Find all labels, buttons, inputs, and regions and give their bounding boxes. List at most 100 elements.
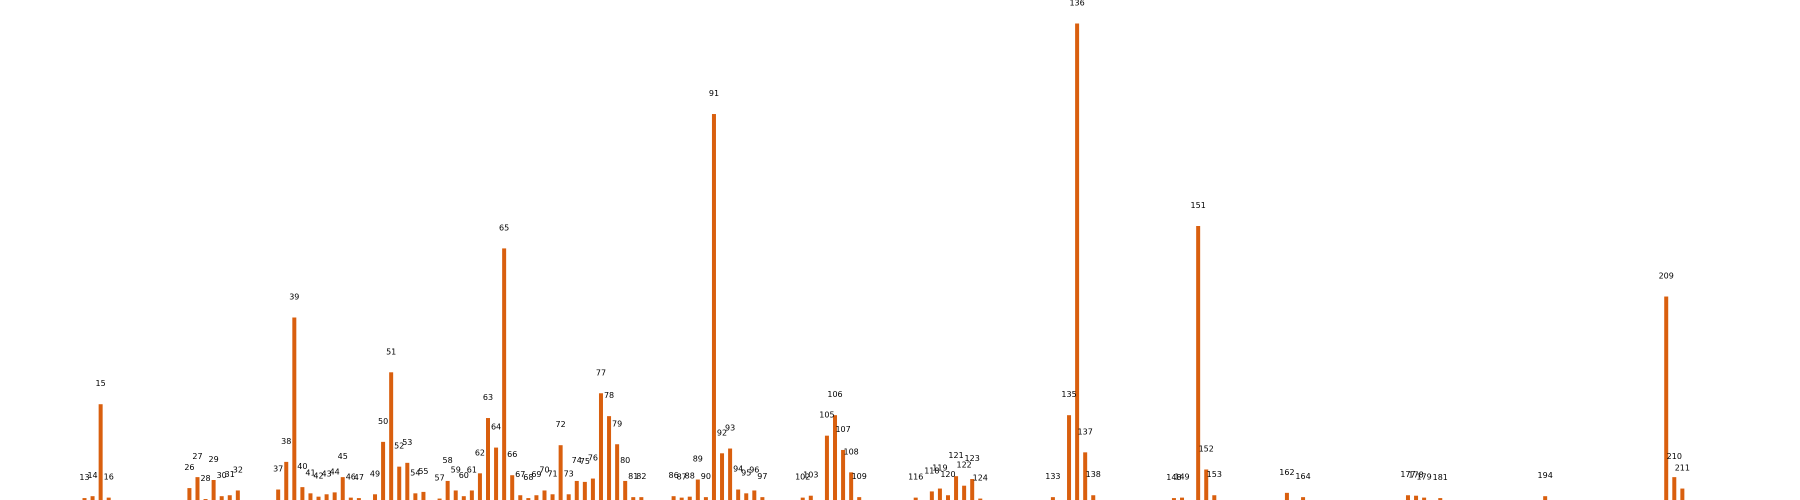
bar-88 [687, 496, 692, 500]
bar-label-107: 107 [835, 425, 850, 434]
bar-label-103: 103 [803, 471, 818, 480]
bar-label-26: 26 [184, 463, 194, 472]
bar-label-45: 45 [338, 452, 348, 461]
bar-118 [929, 491, 934, 500]
bar-label-16: 16 [104, 473, 114, 482]
bar-136 [1075, 23, 1080, 500]
bar-label-120: 120 [940, 470, 955, 479]
bar-label-39: 39 [289, 293, 299, 302]
bar-81 [631, 497, 636, 500]
bar-86 [671, 496, 676, 500]
bar-label-58: 58 [443, 456, 453, 465]
bar-label-15: 15 [96, 379, 106, 388]
bar-label-74: 74 [572, 456, 582, 465]
bar-label-133: 133 [1045, 472, 1060, 481]
bar-164 [1301, 497, 1306, 500]
bar-64 [494, 447, 499, 500]
bar-50 [381, 441, 386, 500]
bar-label-164: 164 [1295, 472, 1310, 481]
bar-211 [1680, 488, 1685, 500]
bar-label-124: 124 [973, 474, 988, 483]
bar-label-137: 137 [1078, 427, 1093, 436]
bar-37 [276, 489, 281, 500]
bar-label-149: 149 [1174, 473, 1189, 482]
bar-39 [292, 317, 297, 500]
bar-30 [219, 496, 224, 500]
bar-63 [486, 418, 490, 500]
bar-47 [356, 498, 361, 500]
bar-label-46: 46 [346, 473, 356, 482]
bar-label-116: 116 [908, 473, 923, 482]
bar-46 [348, 497, 353, 500]
bar-209 [1664, 296, 1669, 500]
bar-label-91: 91 [709, 89, 719, 98]
bar-label-87: 87 [677, 473, 687, 482]
bar-label-57: 57 [434, 474, 444, 483]
bar-72 [558, 445, 563, 500]
bar-label-51: 51 [386, 347, 396, 356]
bar-123 [970, 479, 975, 500]
bar-label-82: 82 [636, 472, 646, 481]
bar-label-80: 80 [620, 456, 630, 465]
bar-49 [373, 494, 378, 500]
bar-label-152: 152 [1199, 445, 1214, 454]
bar-label-47: 47 [354, 473, 364, 482]
bar-label-27: 27 [192, 452, 202, 461]
bar-label-148: 148 [1166, 473, 1181, 482]
bar-210 [1672, 477, 1677, 500]
bar-95 [744, 493, 749, 500]
bar-79 [615, 444, 620, 500]
bar-label-43: 43 [322, 469, 332, 478]
bar-label-64: 64 [491, 423, 501, 432]
bar-13 [82, 498, 87, 500]
bar-label-123: 123 [965, 454, 980, 463]
bar-181 [1438, 498, 1443, 500]
bar-label-77: 77 [596, 368, 606, 377]
bar-75 [582, 481, 587, 500]
bar-41 [308, 493, 313, 500]
bar-label-31: 31 [225, 470, 235, 479]
bar-label-54: 54 [410, 468, 420, 477]
bar-label-28: 28 [200, 474, 210, 483]
bar-label-66: 66 [507, 450, 517, 459]
bar-label-138: 138 [1086, 470, 1101, 479]
bar-94 [736, 489, 741, 500]
bar-label-44: 44 [330, 467, 340, 476]
bar-label-62: 62 [475, 448, 485, 457]
bar-16 [106, 497, 111, 500]
bar-label-118: 118 [924, 466, 939, 475]
bar-label-73: 73 [564, 469, 574, 478]
bar-54 [413, 493, 418, 500]
bar-label-59: 59 [451, 465, 461, 474]
bar-44 [332, 492, 337, 500]
bar-label-71: 71 [547, 469, 557, 478]
bar-label-179: 179 [1416, 473, 1431, 482]
bar-122 [962, 485, 967, 500]
bar-label-37: 37 [273, 465, 283, 474]
bar-82 [639, 497, 644, 500]
bar-109 [857, 497, 862, 500]
bar-62 [477, 473, 482, 500]
bar-61 [469, 490, 474, 500]
bar-label-29: 29 [209, 455, 219, 464]
bar-97 [760, 497, 765, 500]
bar-label-69: 69 [531, 470, 541, 479]
bar-68 [526, 498, 531, 500]
bar-label-102: 102 [795, 473, 810, 482]
bar-label-93: 93 [725, 424, 735, 433]
bar-178 [1414, 495, 1419, 500]
bar-15 [98, 404, 103, 500]
bar-58 [445, 480, 450, 500]
bar-76 [590, 478, 595, 500]
bar-194 [1543, 496, 1548, 500]
bar-label-153: 153 [1207, 470, 1222, 479]
bar-135 [1067, 415, 1072, 500]
bar-120 [945, 495, 950, 500]
bar-65 [502, 248, 507, 500]
bar-label-119: 119 [932, 464, 947, 473]
bar-55 [421, 491, 426, 500]
bar-91 [711, 114, 716, 500]
bar-42 [316, 496, 321, 500]
bar-105 [824, 435, 829, 500]
